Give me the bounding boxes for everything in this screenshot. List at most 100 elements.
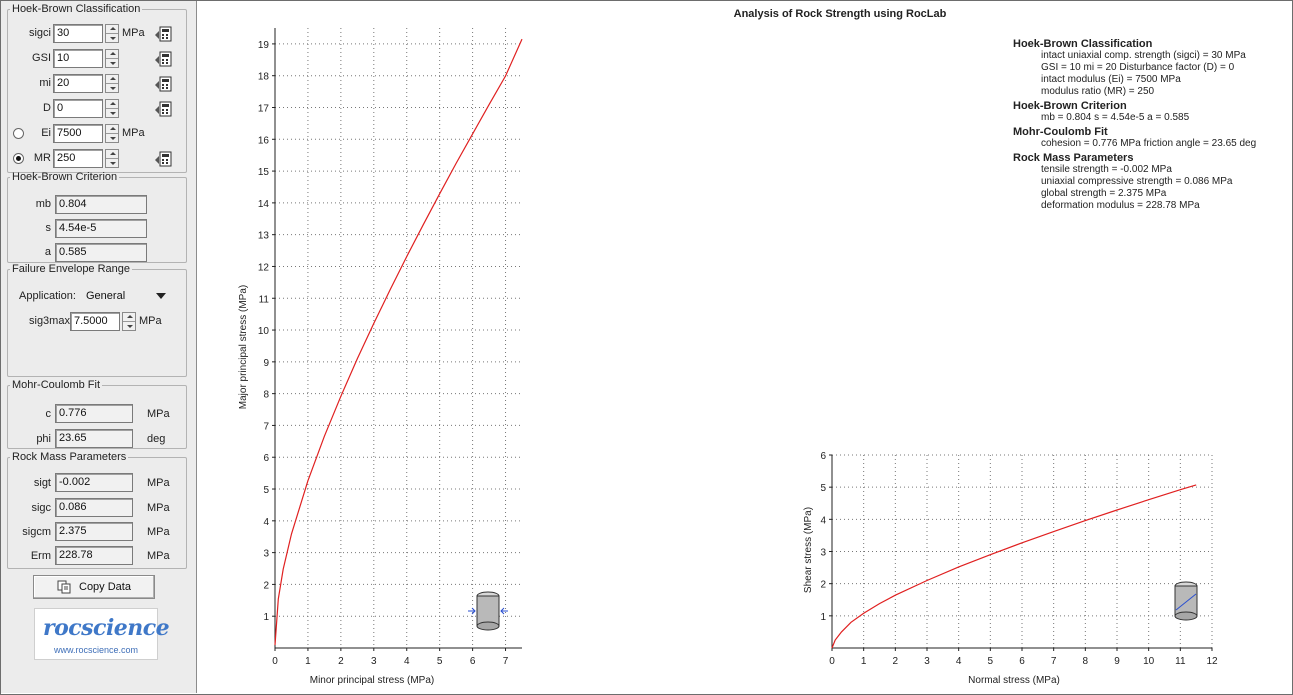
ei-label: Ei (41, 127, 51, 139)
calculator-icon[interactable] (154, 76, 172, 92)
cylinder-bottom (1174, 611, 1198, 621)
erm-value: 228.78 (55, 546, 133, 565)
calculator-icon[interactable] (154, 101, 172, 117)
x-tick-label: 4 (404, 656, 410, 667)
calculator-icon[interactable] (154, 51, 172, 67)
y-tick-label: 16 (258, 135, 270, 146)
d-label: D (43, 102, 51, 114)
ei-radio[interactable] (13, 128, 24, 139)
d-input[interactable]: 0 (53, 99, 103, 118)
x-tick-label: 5 (988, 656, 994, 667)
y-tick-label: 15 (258, 167, 270, 178)
d-spinner[interactable] (105, 99, 119, 118)
mr-radio[interactable] (13, 153, 24, 164)
calculator-icon[interactable] (154, 26, 172, 42)
s-value: 4.54e-5 (55, 219, 147, 238)
mr-label: MR (33, 152, 51, 164)
summary-heading: Hoek-Brown Classification (1013, 38, 1153, 50)
y-tick-label: 19 (258, 40, 270, 51)
x-tick-label: 9 (1114, 656, 1120, 667)
x-tick-label: 7 (1051, 656, 1057, 667)
sigc-unit: MPa (147, 502, 170, 514)
c-value: 0.776 (55, 404, 133, 423)
y-tick-label: 10 (258, 326, 270, 337)
rocscience-logo[interactable]: rocscience www.rocscience.com (34, 608, 170, 660)
y-tick-label: 14 (258, 199, 270, 210)
sigci-label: sigci (28, 27, 51, 39)
y-tick-label: 1 (263, 612, 269, 623)
x-tick-label: 2 (338, 656, 344, 667)
mi-input[interactable]: 20 (53, 74, 103, 93)
sigc-value: 0.086 (55, 498, 133, 517)
summary-line: cohesion = 0.776 MPa friction angle = 23… (1041, 138, 1257, 149)
sigt-label: sigt (33, 477, 51, 489)
results-summary: Hoek-Brown Classification intact uniaxia… (1013, 36, 1256, 212)
sigci-spinner[interactable] (105, 24, 119, 43)
hoek-brown-criterion-group: Hoek-Brown Criterion (7, 171, 187, 263)
ei-input[interactable]: 7500 (53, 124, 103, 143)
cylinder-bottom (476, 621, 500, 631)
x-tick-label: 1 (861, 656, 867, 667)
mohr-coulomb-group: Mohr-Coulomb Fit (7, 379, 187, 449)
x-tick-label: 2 (893, 656, 899, 667)
summary-line: global strength = 2.375 MPa (1041, 188, 1167, 199)
triaxial-sample-icon (468, 591, 508, 631)
gsi-input[interactable]: 10 (53, 49, 103, 68)
mb-value: 0.804 (55, 195, 147, 214)
y-tick-label: 12 (258, 262, 270, 273)
mi-spinner[interactable] (105, 74, 119, 93)
mr-input[interactable]: 250 (53, 149, 103, 168)
arrow (468, 607, 476, 615)
gsi-spinner[interactable] (105, 49, 119, 68)
shear-sample-icon (1174, 581, 1198, 621)
sig3max-spinner[interactable] (122, 312, 136, 331)
logo-wordmark: rocscience (43, 615, 170, 641)
application-select[interactable]: General (86, 290, 126, 302)
group-title: Mohr-Coulomb Fit (12, 379, 101, 391)
hoek-brown-classification-group: Hoek-Brown Classification (7, 3, 187, 173)
y-tick-label: 5 (263, 485, 269, 496)
group-title: Failure Envelope Range (12, 263, 131, 275)
y-tick-label: 4 (263, 517, 269, 528)
y-tick-label: 2 (820, 580, 826, 591)
x-tick-label: 4 (956, 656, 962, 667)
y-tick-label: 18 (258, 72, 270, 83)
calculator-icon[interactable] (154, 151, 172, 167)
x-tick-label: 1 (305, 656, 311, 667)
y-axis-label: Major principal stress (MPa) (238, 285, 249, 409)
ei-spinner[interactable] (105, 124, 119, 143)
y-tick-label: 7 (263, 421, 269, 432)
summary-heading: Mohr-Coulomb Fit (1013, 126, 1108, 138)
y-tick-label: 3 (820, 548, 826, 559)
copy-data-button[interactable]: Copy Data (33, 575, 155, 599)
x-tick-label: 6 (1019, 656, 1025, 667)
mi-label: mi (39, 77, 51, 89)
mr-spinner[interactable] (105, 149, 119, 168)
x-axis-label: Minor principal stress (MPa) (310, 675, 434, 686)
rock-mass-group: Rock Mass Parameters (7, 451, 187, 569)
y-tick-label: 2 (263, 580, 269, 591)
erm-unit: MPa (147, 550, 170, 562)
c-unit: MPa (147, 408, 170, 420)
sigcm-value: 2.375 (55, 522, 133, 541)
sig3max-input[interactable]: 7.5000 (70, 312, 120, 331)
failure-envelope-line (831, 484, 1197, 649)
sigci-input[interactable]: 30 (53, 24, 103, 43)
y-tick-label: 6 (263, 453, 269, 464)
erm-label: Erm (30, 550, 51, 562)
y-axis-label: Shear stress (MPa) (803, 507, 814, 593)
input-panel: Hoek-Brown Classification sigci 30 MPa G… (1, 1, 197, 693)
summary-heading: Rock Mass Parameters (1013, 152, 1134, 164)
summary-line: GSI = 10 mi = 20 Disturbance factor (D) … (1041, 62, 1235, 73)
s-label: s (45, 222, 52, 234)
chevron-down-icon[interactable] (156, 293, 166, 299)
phi-label: phi (36, 433, 51, 445)
x-tick-label: 8 (1083, 656, 1089, 667)
x-tick-label: 0 (272, 656, 278, 667)
x-tick-label: 5 (437, 656, 443, 667)
group-title: Rock Mass Parameters (12, 451, 127, 463)
shear-plane (1175, 593, 1197, 611)
